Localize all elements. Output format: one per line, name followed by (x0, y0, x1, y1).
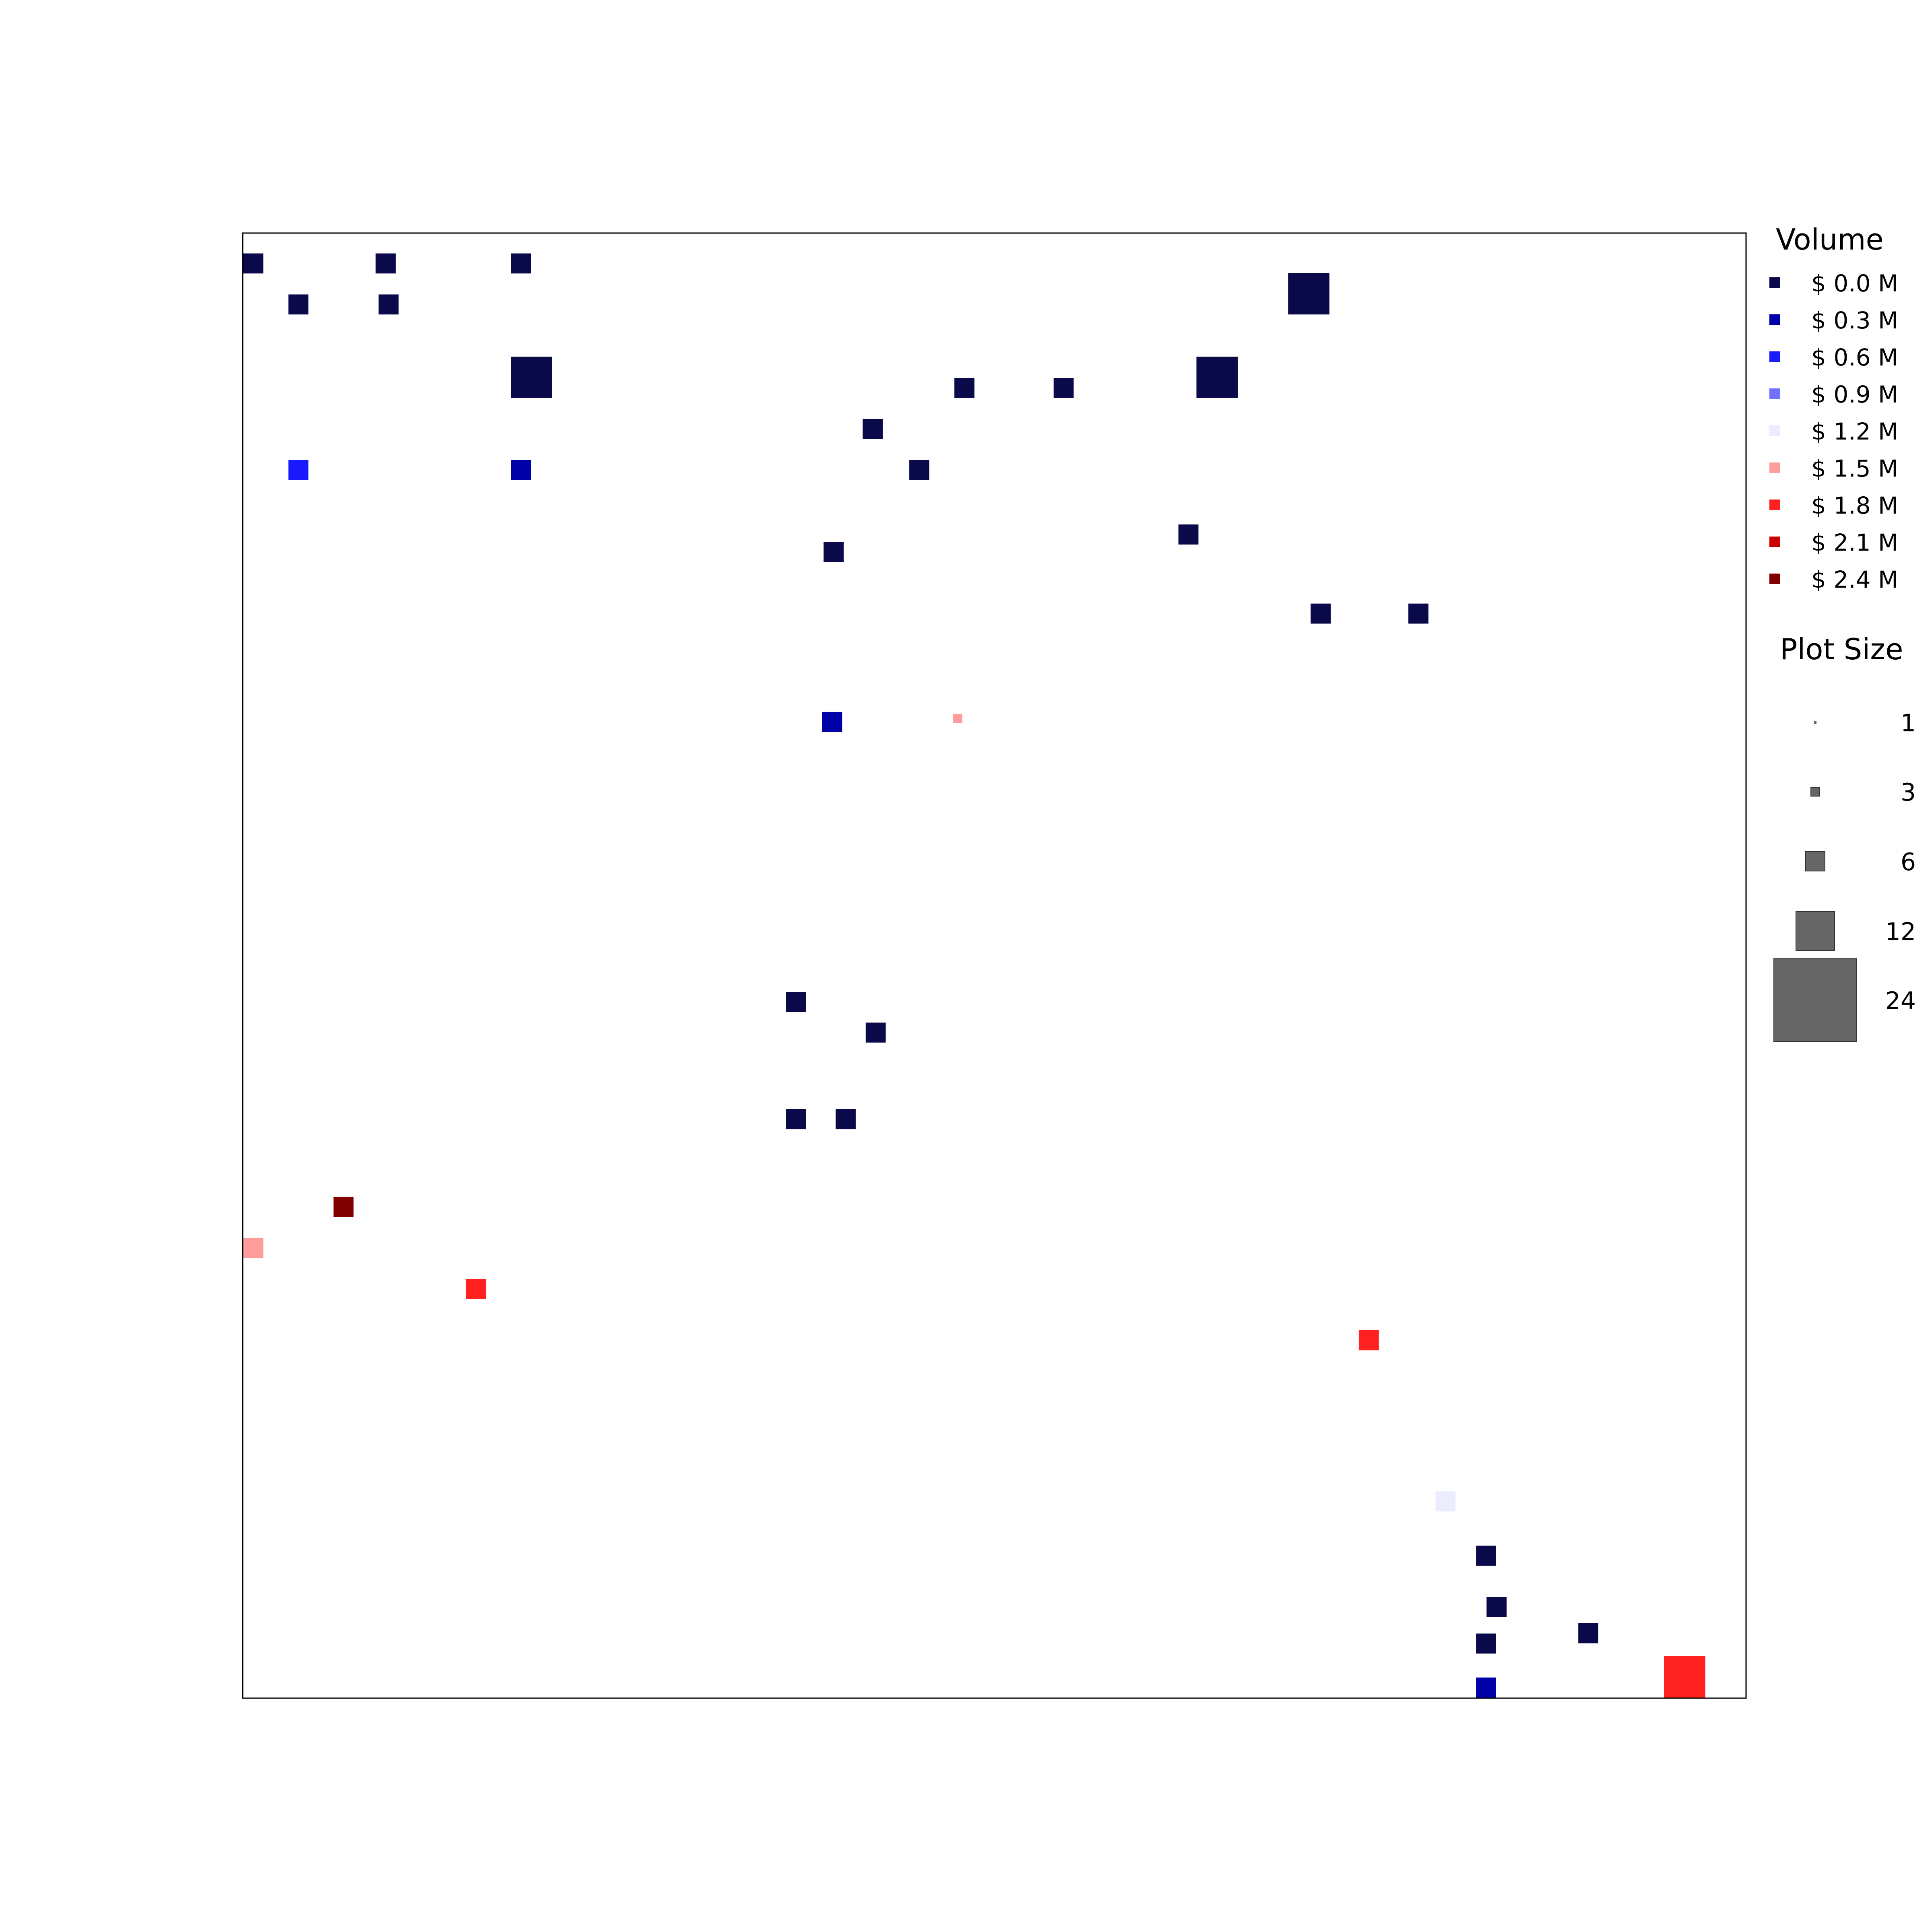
plot-square-22 (784, 1108, 807, 1131)
plot-square-6 (287, 458, 310, 481)
color-legend-swatch-7 (1769, 537, 1780, 547)
color-legend-swatch-2 (1769, 351, 1780, 362)
plot-frame (242, 232, 1747, 1699)
legend: Volume $ 0.0 M $ 0.3 M $ 0.6 M $ 0.9 M $ 1.2… (1769, 223, 1916, 1042)
plot-square-7 (510, 458, 533, 481)
size-legend-square-0 (1814, 721, 1816, 724)
color-legend-label-5: $ 1.5 M (1811, 455, 1898, 482)
color-legend-label-3: $ 0.9 M (1811, 381, 1898, 408)
plot-square-3 (377, 293, 400, 316)
plot-square-29 (1663, 1655, 1707, 1699)
plot-square-11 (953, 377, 976, 399)
plot-square-28 (1434, 1490, 1457, 1513)
size-legend-label-4: 24 (1885, 987, 1916, 1015)
plot-marks (242, 252, 1707, 1699)
color-legend-label-2: $ 0.6 M (1811, 344, 1898, 371)
plot-square-17 (1407, 602, 1430, 625)
color-legend-label-0: $ 0.0 M (1811, 270, 1898, 297)
plot-square-21 (864, 1021, 887, 1044)
plot-square-10 (822, 541, 845, 564)
color-legend-swatch-8 (1769, 574, 1780, 584)
color-legend-label-1: $ 0.3 M (1811, 307, 1898, 334)
plot-square-0 (242, 252, 265, 275)
color-legend-label-8: $ 2.4 M (1811, 566, 1898, 593)
plot-square-9 (908, 458, 931, 481)
color-legend-swatch-5 (1769, 462, 1780, 473)
plot-square-2 (374, 252, 397, 275)
plot-square-15 (1177, 523, 1200, 546)
plot-square-32 (1577, 1622, 1600, 1645)
plot-square-18 (821, 710, 844, 733)
size-legend-label-2: 6 (1901, 848, 1916, 876)
plot-square-16 (1309, 602, 1332, 625)
color-legend-title: Volume (1776, 223, 1884, 256)
plot-square-14 (1287, 272, 1331, 316)
plot-square-27 (1357, 1329, 1380, 1352)
color-legend-swatch-6 (1769, 500, 1780, 510)
color-legend-label-6: $ 1.8 M (1811, 492, 1898, 519)
plot-square-19 (952, 712, 964, 724)
plot-square-8 (861, 417, 884, 440)
plot-square-4 (510, 252, 533, 275)
color-legend-label-7: $ 2.1 M (1811, 529, 1898, 556)
plot-square-26 (464, 1278, 487, 1300)
color-legend-swatch-1 (1769, 314, 1780, 325)
plot-square-1 (287, 293, 310, 316)
color-legend-label-4: $ 1.2 M (1811, 418, 1898, 445)
plot-square-20 (784, 991, 807, 1013)
plot-square-13 (1195, 355, 1239, 399)
color-legend-swatch-0 (1769, 277, 1780, 288)
size-legend-square-2 (1805, 851, 1825, 871)
plot-square-23 (834, 1108, 857, 1131)
size-legend-title: Plot Size (1780, 632, 1903, 666)
plot-square-30 (1475, 1544, 1497, 1567)
size-legend-square-4 (1773, 958, 1857, 1042)
size-legend-label-3: 12 (1885, 918, 1916, 946)
size-legend-items: 1 3 6 12 24 (1773, 709, 1916, 1042)
plot-square-34 (1475, 1676, 1497, 1699)
plot-square-24 (332, 1195, 355, 1218)
plot-square-31 (1485, 1596, 1508, 1618)
color-legend-swatch-4 (1769, 425, 1780, 436)
plot-square-33 (1475, 1632, 1497, 1655)
plot-square-5 (510, 355, 553, 399)
size-legend-label-1: 3 (1901, 778, 1916, 807)
size-legend-square-3 (1796, 911, 1835, 951)
plot-square-25 (242, 1236, 265, 1259)
size-legend-square-1 (1810, 787, 1820, 797)
color-legend-items: $ 0.0 M $ 0.3 M $ 0.6 M $ 0.9 M $ 1.2 M $ 1.5… (1769, 270, 1898, 593)
color-legend-swatch-3 (1769, 388, 1780, 399)
size-legend-label-0: 1 (1901, 709, 1916, 737)
plot-square-12 (1052, 377, 1075, 399)
